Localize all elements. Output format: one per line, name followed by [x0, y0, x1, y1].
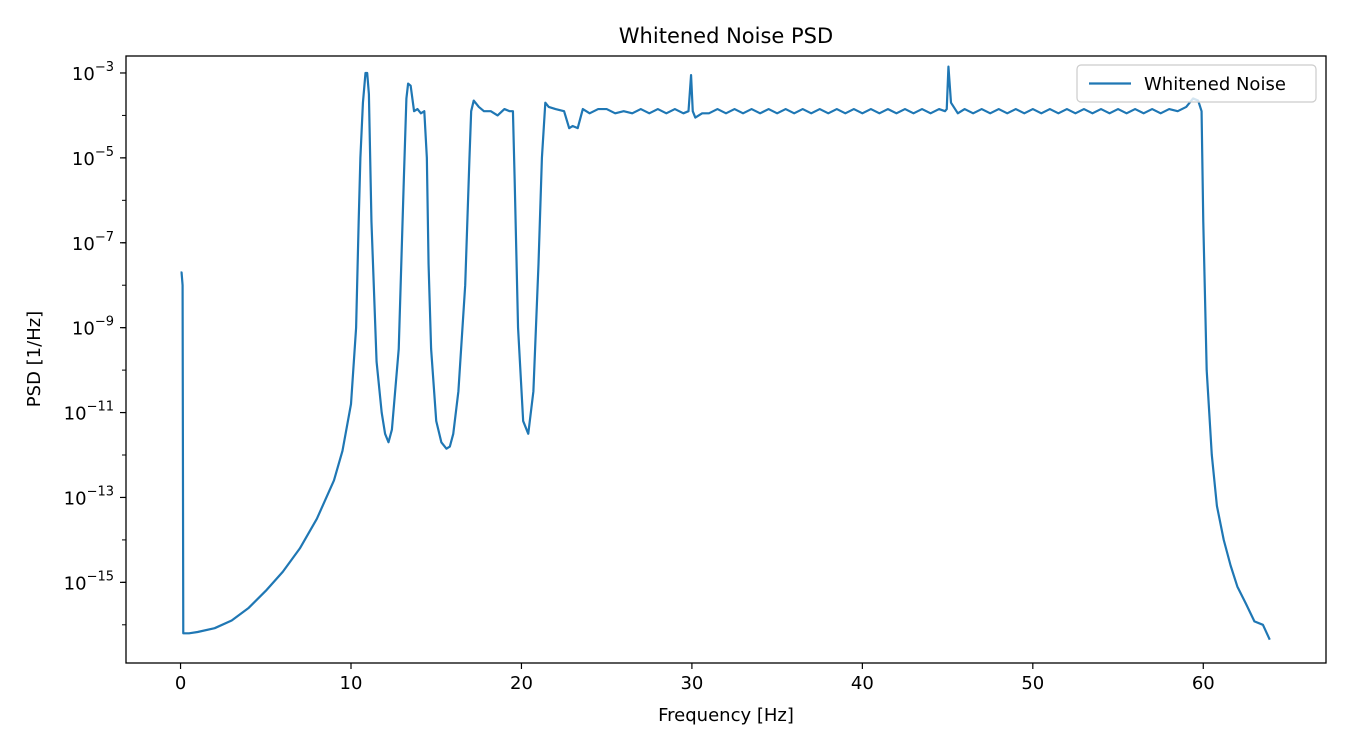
x-tick-label: 30	[680, 673, 703, 694]
y-tick-label: 10−5	[72, 145, 114, 170]
x-tick-label: 0	[175, 673, 186, 694]
legend: Whitened Noise	[1076, 64, 1317, 103]
x-tick-label: 40	[851, 673, 874, 694]
x-tick-label: 50	[1021, 673, 1044, 694]
legend-label-whitened-noise: Whitened Noise	[1144, 74, 1286, 95]
y-tick-label: 10−15	[64, 569, 114, 594]
x-tick-label: 60	[1192, 673, 1215, 694]
series-line-whitened-noise	[180, 65, 1271, 641]
y-axis-label: PSD [1/Hz]	[24, 311, 45, 407]
chart-title: Whitened Noise PSD	[619, 24, 833, 48]
y-tick-label: 10−11	[64, 400, 114, 425]
y-tick-label: 10−13	[64, 484, 114, 509]
y-tick-label: 10−3	[72, 60, 114, 85]
x-tick-label: 20	[510, 673, 533, 694]
y-axis-ticks: 10−15 10−13 10−11 10−9 10−7 10−5 10−3	[64, 60, 126, 626]
plot-area	[180, 65, 1271, 641]
x-tick-label: 10	[340, 673, 363, 694]
legend-box	[1076, 64, 1317, 103]
y-tick-label: 10−9	[72, 315, 114, 340]
axes-frame	[125, 55, 1327, 664]
x-axis-label: Frequency [Hz]	[658, 705, 794, 726]
y-tick-label: 10−7	[72, 230, 114, 255]
x-axis-ticks: 0 10 20 30 40 50 60	[175, 663, 1215, 694]
